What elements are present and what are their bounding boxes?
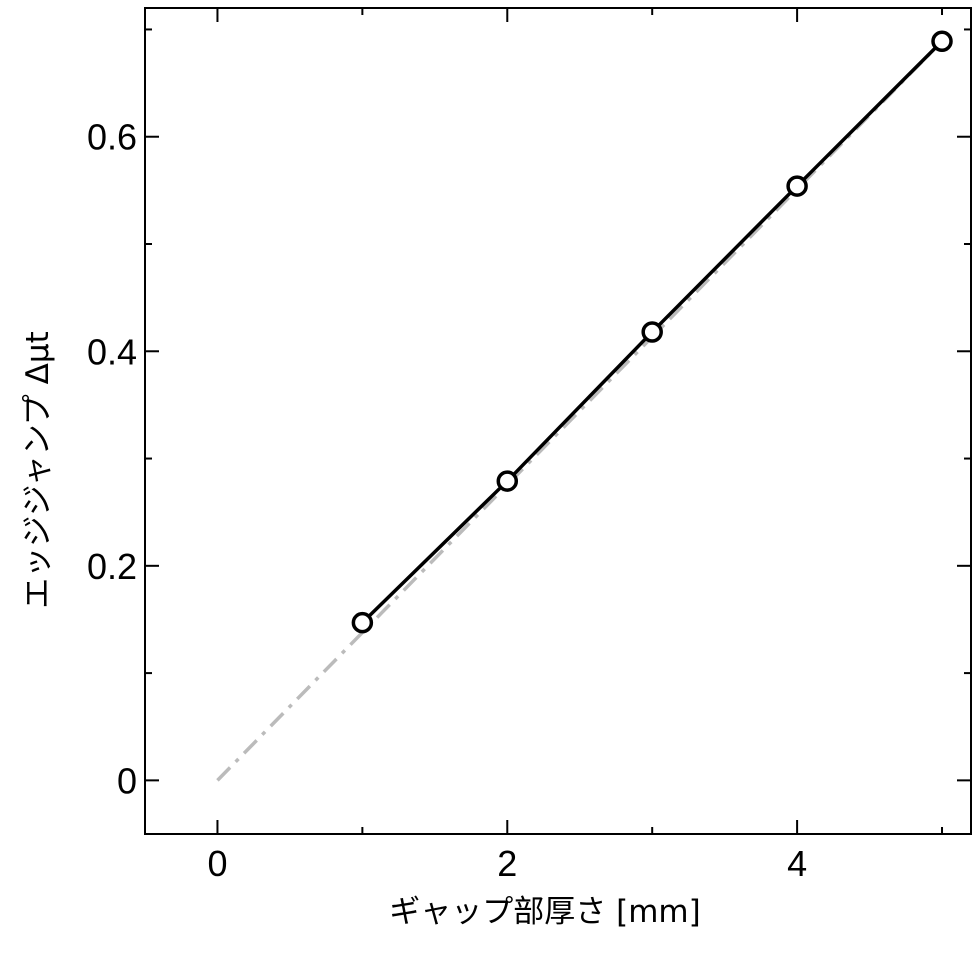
x-tick-label: 2: [497, 843, 517, 884]
axis-ticks: [145, 8, 971, 834]
x-axis-label: ギャップ部厚さ [mm]: [389, 894, 700, 930]
data-point: [351, 611, 374, 634]
plot-frame: [144, 7, 972, 835]
data-point: [931, 30, 953, 53]
data-point: [786, 175, 808, 197]
x-tick-label: 4: [787, 843, 807, 884]
series-layer: [216, 30, 953, 782]
y-tick-label: 0.4: [87, 331, 137, 372]
y-tick-label: 0.6: [87, 117, 137, 158]
x-tick-label: 0: [207, 843, 227, 884]
y-tick-label: 0.2: [87, 546, 137, 587]
data-point: [641, 321, 663, 343]
y-axis-label: エッジジャンプ Δμt: [20, 331, 56, 608]
tick-labels: 0 2 4 0 0.2 0.4 0.6: [87, 117, 807, 884]
data-point: [496, 470, 519, 492]
y-tick-label: 0: [117, 760, 137, 801]
reference-dash-dot-line: [216, 40, 944, 782]
